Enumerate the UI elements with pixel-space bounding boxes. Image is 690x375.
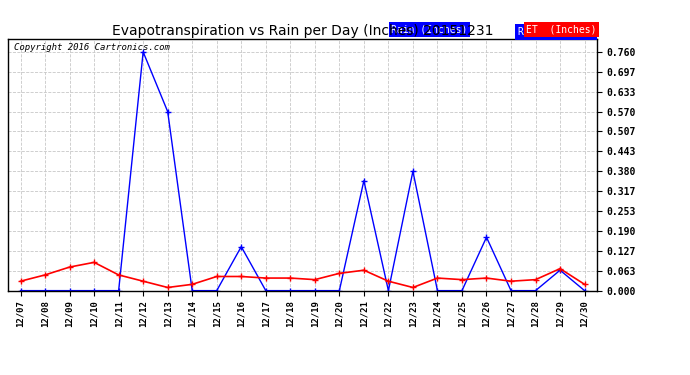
Text: ET  (Inches): ET (Inches) (526, 24, 597, 34)
Title: Evapotranspiration vs Rain per Day (Inches) 20151231: Evapotranspiration vs Rain per Day (Inch… (112, 24, 493, 38)
Text: Rain (Inches): Rain (Inches) (391, 24, 467, 34)
Text: Copyright 2016 Cartronics.com: Copyright 2016 Cartronics.com (14, 43, 170, 52)
Text: Rain (Inches): Rain (Inches) (518, 27, 594, 37)
